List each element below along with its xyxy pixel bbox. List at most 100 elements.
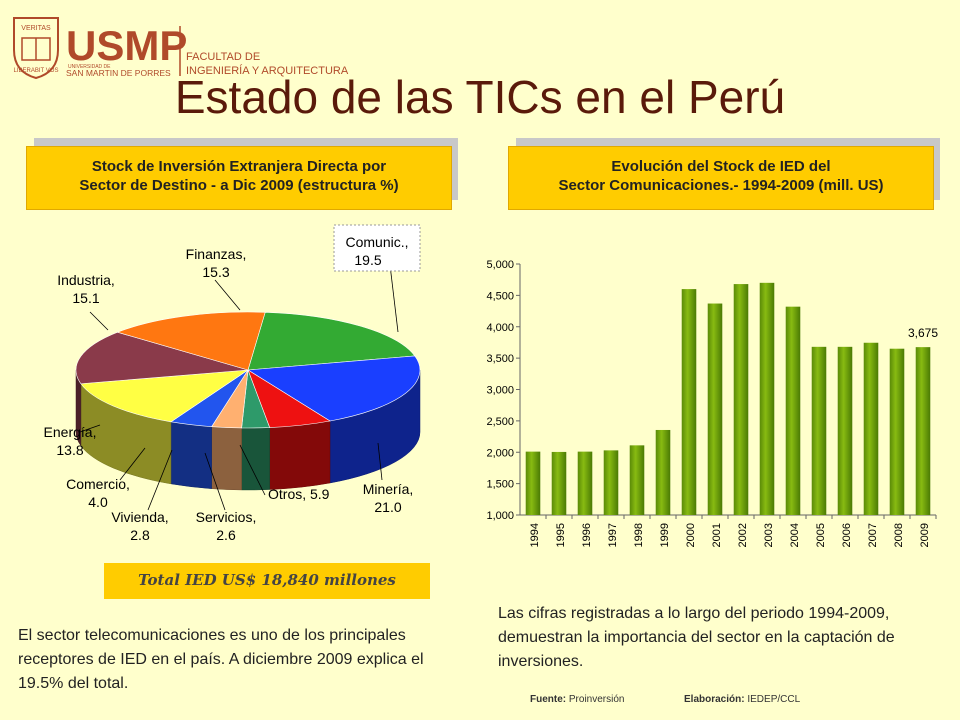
univ-small-text: UNIVERSIDAD DE	[68, 64, 111, 70]
right-box-line2: Sector Comunicaciones.- 1994-2009 (mill.…	[558, 177, 884, 194]
pie-label-1: Minería,	[363, 481, 414, 497]
y-tick-label-7: 4,500	[486, 290, 514, 302]
pie-value-4: 2.8	[130, 527, 150, 543]
x-tick-label-2008: 2008	[893, 523, 905, 547]
bar-2006	[837, 346, 853, 515]
bar-2000	[681, 289, 697, 515]
pie-callout-box	[333, 224, 421, 272]
y-tick-label-0: 1,000	[486, 510, 514, 522]
pie-side-2	[269, 420, 331, 490]
seal-top-text: VERITAS	[21, 25, 51, 32]
pie-value-6: 13.8	[56, 442, 83, 458]
bar-2007	[863, 342, 879, 515]
x-tick-label-2002: 2002	[737, 523, 749, 547]
bar-2004	[785, 306, 801, 515]
pie-chart: Comunic., 19.5 Minería, 21.0 Otros, 5.9 Servi…	[44, 224, 421, 543]
bar-2003	[759, 282, 775, 515]
pie-value-5: 4.0	[88, 494, 108, 510]
pie-leader-4	[147, 449, 173, 511]
bar-1994	[525, 451, 541, 515]
seal-book-icon	[21, 37, 51, 61]
pie-value-1: 21.0	[374, 499, 401, 515]
pie-value-0: 19.5	[354, 252, 381, 268]
x-tick-label-2005: 2005	[815, 523, 827, 547]
source-fuente: Fuente: Proinversión	[530, 694, 624, 705]
elab-value: IEDEP/CCL	[747, 694, 801, 705]
x-tick-label-2004: 2004	[789, 523, 801, 547]
bar-1996	[577, 451, 593, 515]
pie-label-3: Servicios,	[196, 509, 257, 525]
x-tick-label-2006: 2006	[841, 523, 853, 547]
pie-value-3: 2.6	[216, 527, 236, 543]
seal-shield-icon	[13, 17, 59, 80]
x-tick-label-2000: 2000	[685, 523, 697, 547]
y-tick-label-2: 2,000	[486, 447, 514, 459]
pie-label-7: Industria,	[57, 272, 115, 288]
left-box-line1: Stock de Inversión Extranjera Directa po…	[91, 158, 387, 175]
bar-1999	[655, 429, 671, 515]
elab-label: Elaboración:	[684, 694, 745, 705]
y-tick-label-1: 1,500	[486, 479, 514, 491]
pie-leader-7	[89, 311, 109, 331]
pie-side-4	[211, 426, 242, 491]
y-tick-label-5: 3,500	[486, 353, 514, 365]
y-tick-label-4: 3,000	[486, 385, 514, 397]
y-tick-label-8: 5,000	[486, 259, 514, 271]
y-tick-label-3: 2,500	[486, 416, 514, 428]
pie-label-6: Energía,	[44, 424, 97, 440]
logo-text: USMP	[66, 22, 187, 69]
pie-leader-1	[377, 442, 383, 481]
pie-leader-5	[119, 447, 146, 481]
pie-label-8: Finanzas,	[186, 246, 247, 262]
fuente-label: Fuente:	[530, 694, 567, 705]
page-title: Estado de las TICs en el Perú	[174, 71, 786, 123]
x-tick-label-2001: 2001	[711, 523, 723, 547]
pie-label-0: Comunic.,	[345, 234, 408, 250]
bar-1998	[629, 445, 645, 515]
pie-slice-1	[247, 355, 421, 422]
pie-leader-0	[389, 264, 399, 333]
univ-name-text: SAN MARTIN DE PORRES	[66, 68, 171, 78]
bar-1997	[603, 450, 619, 515]
x-tick-label-1996: 1996	[581, 523, 593, 547]
right-box-line1: Evolución del Stock de IED del	[611, 158, 831, 175]
x-tick-label-1998: 1998	[633, 523, 645, 547]
pie-slice-7	[75, 331, 249, 385]
right-chart-title-box: Evolución del Stock de IED del Sector Co…	[508, 146, 934, 210]
bar-2001	[707, 303, 723, 515]
pie-leader-3	[204, 452, 226, 511]
pie-label-5: Comercio,	[66, 476, 130, 492]
pie-value-8: 15.3	[202, 264, 229, 280]
pie-label-2: Otros, 5.9	[268, 486, 330, 502]
pie-side-3	[241, 427, 270, 491]
bar-data-label-2009: 3,675	[908, 326, 938, 340]
y-tick-label-6: 4,000	[486, 322, 514, 334]
source-elaboracion: Elaboración: IEDEP/CCL	[684, 694, 800, 705]
left-paragraph: El sector telecomunicaciones es uno de l…	[18, 627, 424, 692]
pie-leader-2	[239, 444, 266, 496]
pie-value-7: 15.1	[72, 290, 99, 306]
x-tick-label-2003: 2003	[763, 523, 775, 547]
seal-bottom-text: LIBERABIT VOS	[14, 68, 59, 74]
pie-leader-6	[79, 424, 101, 433]
pie-slice-8	[116, 311, 266, 371]
bar-2009	[915, 347, 931, 515]
x-tick-label-1997: 1997	[607, 523, 619, 547]
x-tick-label-2007: 2007	[867, 523, 879, 547]
right-paragraph: Las cifras registradas a lo largo del pe…	[498, 605, 895, 670]
pie-leader-8	[214, 279, 241, 311]
logo-graphic: VERITAS LIBERABIT VOS USMP UNIVERSIDAD D…	[13, 17, 349, 80]
bar-chart: 1,000 1,500 2,000 2,500 3,000 3,500 4,000 4,500…	[486, 259, 938, 547]
pie-slice-0	[247, 311, 416, 371]
left-box-line2: Sector de Destino - a Dic 2009 (estructu…	[79, 177, 399, 194]
university-logo: VERITAS LIBERABIT VOS USMP UNIVERSIDAD D…	[8, 10, 368, 80]
fuente-value: Proinversión	[568, 694, 625, 705]
left-chart-title-box: Stock de Inversión Extranjera Directa po…	[26, 146, 452, 210]
bar-1995	[551, 451, 567, 515]
pie-slice-6	[80, 369, 250, 423]
bar-2008	[889, 348, 905, 515]
pie-label-4: Vivienda,	[111, 509, 168, 525]
bar-2002	[733, 284, 749, 515]
x-tick-label-2009: 2009	[919, 523, 931, 547]
x-tick-label-1999: 1999	[659, 523, 671, 547]
